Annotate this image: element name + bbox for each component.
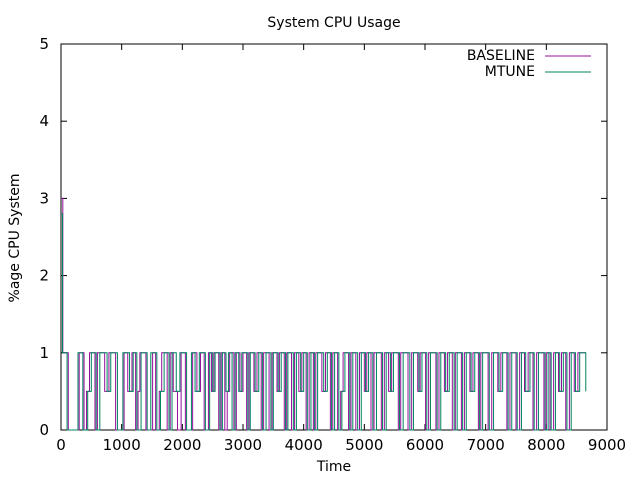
x-axis-label: Time bbox=[316, 459, 351, 475]
x-tick-label: 8000 bbox=[527, 436, 565, 454]
y-tick-label: 1 bbox=[39, 344, 49, 362]
x-tick-label: 9000 bbox=[588, 436, 626, 454]
plot-border bbox=[60, 43, 608, 431]
y-tick-label: 4 bbox=[39, 112, 49, 130]
series-line-mtune bbox=[61, 213, 587, 431]
legend-label: MTUNE bbox=[485, 64, 535, 80]
y-tick-label: 2 bbox=[39, 267, 49, 285]
x-tick-label: 4000 bbox=[285, 436, 323, 454]
y-axis-label: %age CPU System bbox=[7, 174, 23, 303]
series-line-baseline bbox=[61, 197, 586, 431]
series-lines bbox=[61, 197, 587, 431]
x-tick-label: 6000 bbox=[406, 436, 444, 454]
plot-frame bbox=[60, 43, 608, 431]
chart-title: System CPU Usage bbox=[267, 15, 400, 31]
y-tick-label: 0 bbox=[39, 421, 49, 439]
x-axis-ticks: 0 1000 2000 3000 4000 5000 6000 7000 8000 9000 bbox=[56, 44, 626, 454]
y-tick-label: 3 bbox=[39, 189, 49, 207]
y-tick-label: 5 bbox=[39, 35, 49, 53]
legend-label: BASELINE bbox=[467, 48, 535, 64]
x-tick-label: 5000 bbox=[345, 436, 383, 454]
y-axis-ticks: 0 1 2 3 4 5 bbox=[39, 35, 607, 439]
x-tick-label: 0 bbox=[56, 436, 66, 454]
x-tick-label: 1000 bbox=[103, 436, 141, 454]
x-tick-label: 3000 bbox=[224, 436, 262, 454]
x-tick-label: 2000 bbox=[163, 436, 201, 454]
x-tick-label: 7000 bbox=[467, 436, 505, 454]
